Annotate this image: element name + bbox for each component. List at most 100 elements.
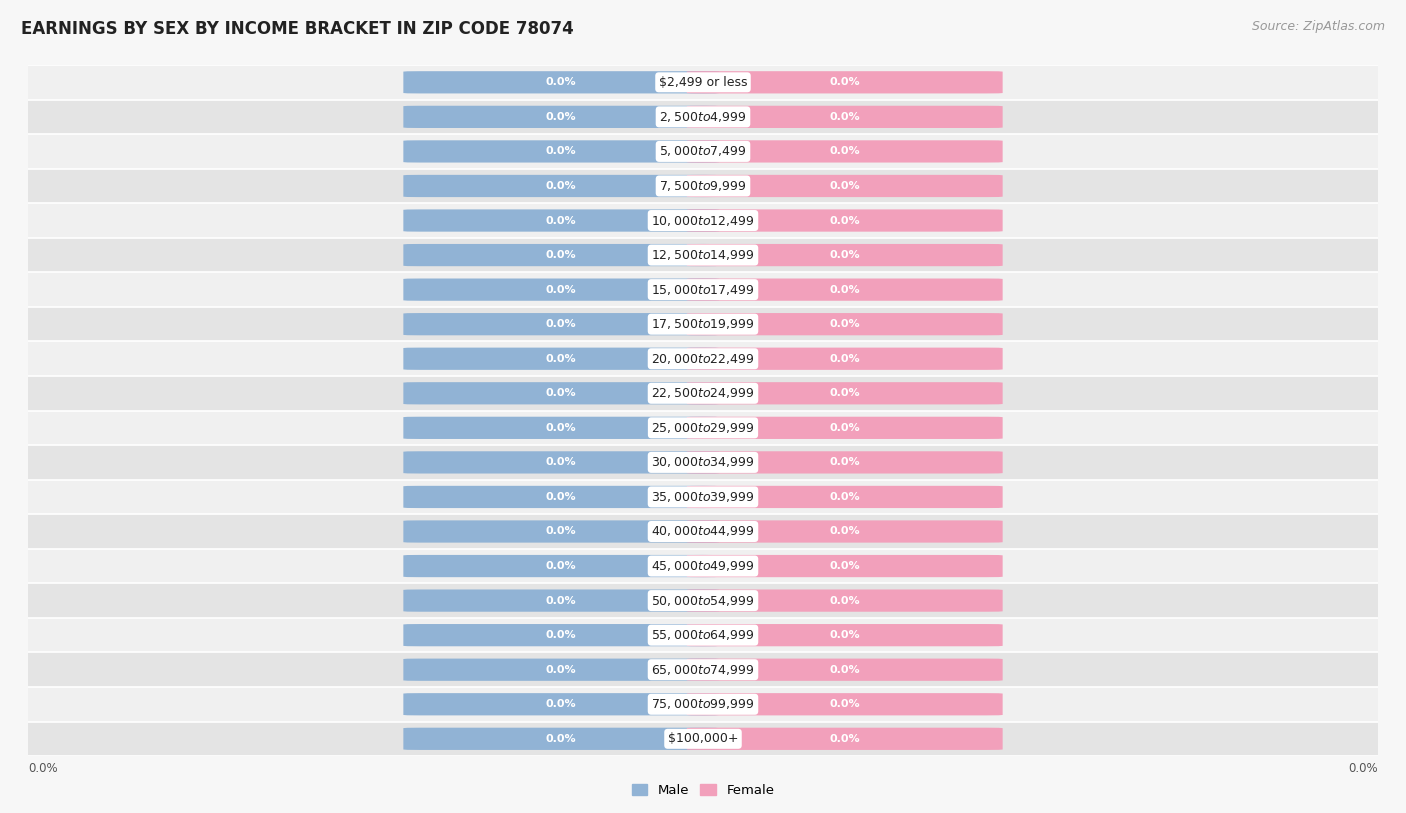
Text: 0.0%: 0.0%	[830, 423, 860, 433]
FancyBboxPatch shape	[404, 555, 720, 577]
Text: 0.0%: 0.0%	[546, 423, 576, 433]
Text: EARNINGS BY SEX BY INCOME BRACKET IN ZIP CODE 78074: EARNINGS BY SEX BY INCOME BRACKET IN ZIP…	[21, 20, 574, 38]
Text: 0.0%: 0.0%	[546, 354, 576, 363]
Bar	[28, 514, 1378, 549]
Bar	[28, 376, 1378, 411]
Bar	[28, 134, 1378, 169]
Text: $75,000 to $99,999: $75,000 to $99,999	[651, 698, 755, 711]
Text: 0.0%: 0.0%	[546, 146, 576, 156]
Text: 0.0%: 0.0%	[830, 527, 860, 537]
FancyBboxPatch shape	[686, 451, 1002, 473]
Text: 0.0%: 0.0%	[546, 181, 576, 191]
Text: 0.0%: 0.0%	[546, 77, 576, 87]
Bar	[28, 99, 1378, 134]
FancyBboxPatch shape	[686, 486, 1002, 508]
Bar	[28, 341, 1378, 376]
FancyBboxPatch shape	[686, 106, 1002, 128]
Text: 0.0%: 0.0%	[546, 630, 576, 640]
Text: 0.0%: 0.0%	[546, 458, 576, 467]
Text: 0.0%: 0.0%	[830, 561, 860, 571]
Bar	[28, 203, 1378, 237]
Text: 0.0%: 0.0%	[830, 492, 860, 502]
Bar	[28, 480, 1378, 514]
Bar	[28, 618, 1378, 652]
Text: $100,000+: $100,000+	[668, 733, 738, 746]
FancyBboxPatch shape	[686, 210, 1002, 232]
Text: Source: ZipAtlas.com: Source: ZipAtlas.com	[1251, 20, 1385, 33]
Text: 0.0%: 0.0%	[830, 458, 860, 467]
FancyBboxPatch shape	[686, 279, 1002, 301]
Text: $25,000 to $29,999: $25,000 to $29,999	[651, 421, 755, 435]
Text: $65,000 to $74,999: $65,000 to $74,999	[651, 663, 755, 676]
FancyBboxPatch shape	[404, 106, 720, 128]
Text: 0.0%: 0.0%	[830, 734, 860, 744]
Text: 0.0%: 0.0%	[546, 734, 576, 744]
Text: 0.0%: 0.0%	[546, 596, 576, 606]
FancyBboxPatch shape	[686, 141, 1002, 163]
FancyBboxPatch shape	[686, 175, 1002, 197]
Text: $50,000 to $54,999: $50,000 to $54,999	[651, 593, 755, 607]
Text: 0.0%: 0.0%	[830, 389, 860, 398]
FancyBboxPatch shape	[404, 72, 720, 93]
Text: 0.0%: 0.0%	[546, 699, 576, 709]
Text: 0.0%: 0.0%	[830, 285, 860, 294]
Bar	[28, 549, 1378, 583]
Text: 0.0%: 0.0%	[546, 527, 576, 537]
FancyBboxPatch shape	[686, 555, 1002, 577]
Bar	[28, 652, 1378, 687]
Legend: Male, Female: Male, Female	[626, 779, 780, 802]
Text: $5,000 to $7,499: $5,000 to $7,499	[659, 145, 747, 159]
FancyBboxPatch shape	[686, 72, 1002, 93]
FancyBboxPatch shape	[404, 486, 720, 508]
FancyBboxPatch shape	[404, 693, 720, 715]
Text: 0.0%: 0.0%	[830, 596, 860, 606]
FancyBboxPatch shape	[686, 693, 1002, 715]
FancyBboxPatch shape	[404, 624, 720, 646]
Text: $22,500 to $24,999: $22,500 to $24,999	[651, 386, 755, 400]
FancyBboxPatch shape	[686, 520, 1002, 542]
FancyBboxPatch shape	[404, 659, 720, 680]
FancyBboxPatch shape	[404, 210, 720, 232]
FancyBboxPatch shape	[404, 244, 720, 266]
Text: 0.0%: 0.0%	[830, 665, 860, 675]
Text: $2,499 or less: $2,499 or less	[659, 76, 747, 89]
Bar	[28, 583, 1378, 618]
Text: $20,000 to $22,499: $20,000 to $22,499	[651, 352, 755, 366]
Bar	[28, 722, 1378, 756]
FancyBboxPatch shape	[404, 141, 720, 163]
Text: $7,500 to $9,999: $7,500 to $9,999	[659, 179, 747, 193]
Bar	[28, 169, 1378, 203]
FancyBboxPatch shape	[404, 348, 720, 370]
Text: 0.0%: 0.0%	[830, 354, 860, 363]
FancyBboxPatch shape	[686, 348, 1002, 370]
FancyBboxPatch shape	[686, 382, 1002, 404]
FancyBboxPatch shape	[404, 728, 720, 750]
Text: 0.0%: 0.0%	[546, 492, 576, 502]
FancyBboxPatch shape	[404, 520, 720, 542]
Text: 0.0%: 0.0%	[830, 250, 860, 260]
Text: $55,000 to $64,999: $55,000 to $64,999	[651, 628, 755, 642]
Text: 0.0%: 0.0%	[830, 215, 860, 225]
Bar	[28, 237, 1378, 272]
FancyBboxPatch shape	[686, 313, 1002, 335]
Text: 0.0%: 0.0%	[830, 77, 860, 87]
FancyBboxPatch shape	[404, 382, 720, 404]
Text: 0.0%: 0.0%	[546, 320, 576, 329]
FancyBboxPatch shape	[686, 728, 1002, 750]
FancyBboxPatch shape	[404, 451, 720, 473]
Text: $17,500 to $19,999: $17,500 to $19,999	[651, 317, 755, 331]
FancyBboxPatch shape	[404, 279, 720, 301]
Text: 0.0%: 0.0%	[546, 561, 576, 571]
FancyBboxPatch shape	[404, 313, 720, 335]
FancyBboxPatch shape	[404, 417, 720, 439]
FancyBboxPatch shape	[404, 175, 720, 197]
Text: 0.0%: 0.0%	[546, 389, 576, 398]
Text: $10,000 to $12,499: $10,000 to $12,499	[651, 214, 755, 228]
FancyBboxPatch shape	[686, 244, 1002, 266]
FancyBboxPatch shape	[686, 589, 1002, 611]
Text: 0.0%: 0.0%	[546, 112, 576, 122]
Bar	[28, 272, 1378, 307]
FancyBboxPatch shape	[686, 417, 1002, 439]
Text: 0.0%: 0.0%	[830, 112, 860, 122]
Text: $40,000 to $44,999: $40,000 to $44,999	[651, 524, 755, 538]
